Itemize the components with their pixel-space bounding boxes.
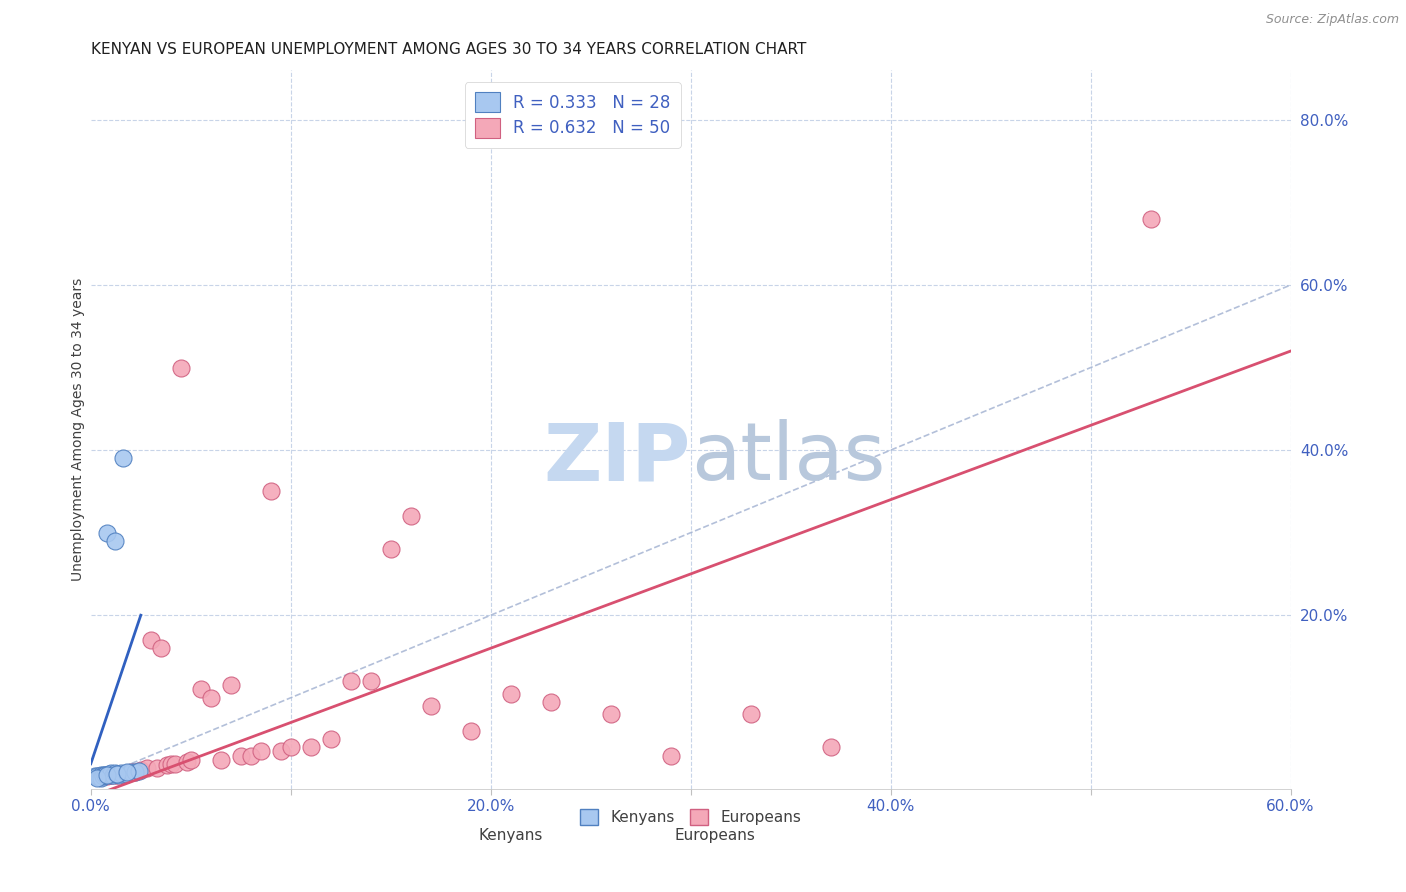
Point (219, 678, 242, 692)
Point (128, 764, 150, 779)
Point (104, 767, 127, 781)
Point (280, 740, 302, 755)
Point (115, 765, 138, 780)
Point (90, 768, 112, 782)
Point (86, 771, 108, 785)
Point (249, 744, 271, 758)
Point (111, 766, 134, 780)
Point (105, 767, 128, 781)
Point (190, 682, 212, 697)
Point (159, 756, 181, 771)
Point (90, 771, 112, 785)
Text: Source: ZipAtlas.com: Source: ZipAtlas.com (1265, 13, 1399, 27)
Point (96, 769, 118, 783)
Point (115, 765, 138, 780)
Y-axis label: Unemployment Among Ages 30 to 34 years: Unemployment Among Ages 30 to 34 years (72, 278, 86, 581)
Point (94, 767, 117, 781)
Point (229, 748, 252, 763)
Point (540, 695, 562, 709)
Point (104, 765, 127, 780)
Point (105, 766, 128, 780)
Point (91, 769, 114, 783)
Text: KENYAN VS EUROPEAN UNEMPLOYMENT AMONG AGES 30 TO 34 YEARS CORRELATION CHART: KENYAN VS EUROPEAN UNEMPLOYMENT AMONG AG… (91, 42, 806, 57)
Point (90, 770, 112, 784)
Point (104, 533, 127, 548)
Point (170, 360, 193, 375)
Point (399, 509, 422, 524)
Point (659, 748, 682, 763)
Point (97, 768, 120, 782)
Point (156, 758, 179, 772)
Point (135, 761, 157, 775)
Point (110, 765, 132, 780)
Point (1139, 212, 1161, 227)
Point (149, 641, 172, 656)
Text: Kenyans: Kenyans (478, 828, 543, 843)
Point (146, 761, 169, 775)
Point (239, 748, 262, 763)
Point (86, 769, 108, 783)
Point (176, 755, 198, 769)
Text: atlas: atlas (690, 419, 884, 497)
Point (380, 542, 402, 557)
Point (96, 525, 118, 540)
Point (260, 484, 283, 499)
Point (339, 674, 361, 689)
Point (163, 756, 186, 771)
Point (360, 674, 382, 689)
Point (87, 770, 110, 784)
Point (101, 767, 124, 781)
Point (94, 769, 117, 783)
Point (107, 767, 129, 781)
Point (319, 731, 342, 746)
Point (115, 766, 138, 780)
Point (270, 744, 292, 758)
Point (499, 687, 522, 701)
Point (120, 765, 142, 780)
Point (200, 690, 222, 705)
Point (111, 451, 134, 466)
Point (129, 764, 152, 778)
Text: Europeans: Europeans (675, 828, 755, 843)
Point (87, 769, 110, 783)
Legend: Kenyans, Europeans: Kenyans, Europeans (574, 803, 807, 831)
Point (100, 768, 122, 782)
Point (124, 765, 146, 780)
Point (460, 723, 482, 738)
Point (209, 753, 232, 767)
Point (91, 769, 114, 783)
Text: ZIP: ZIP (544, 419, 690, 497)
Point (94, 768, 117, 782)
Point (91, 767, 114, 781)
Point (139, 632, 162, 647)
Point (120, 765, 142, 780)
Point (97, 766, 120, 780)
Point (180, 753, 202, 767)
Point (110, 766, 132, 780)
Point (100, 765, 122, 780)
Point (740, 707, 762, 722)
Point (820, 740, 842, 755)
Point (599, 707, 621, 722)
Point (124, 765, 146, 780)
Point (100, 767, 122, 781)
Point (83, 769, 105, 783)
Point (96, 768, 118, 782)
Point (105, 766, 128, 780)
Point (419, 698, 441, 713)
Point (299, 740, 322, 755)
